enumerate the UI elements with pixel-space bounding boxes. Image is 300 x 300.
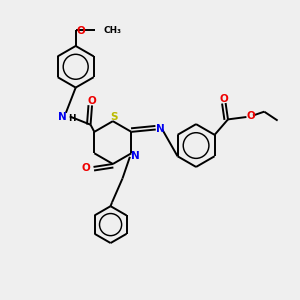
Text: O: O <box>77 26 85 36</box>
Text: S: S <box>111 112 118 122</box>
Text: H: H <box>68 114 76 123</box>
Text: O: O <box>88 96 96 106</box>
Text: O: O <box>247 111 255 121</box>
Text: O: O <box>220 94 229 104</box>
Text: O: O <box>82 163 91 173</box>
Text: N: N <box>58 112 67 122</box>
Text: N: N <box>130 151 139 161</box>
Text: N: N <box>156 124 165 134</box>
Text: CH₃: CH₃ <box>103 26 121 35</box>
